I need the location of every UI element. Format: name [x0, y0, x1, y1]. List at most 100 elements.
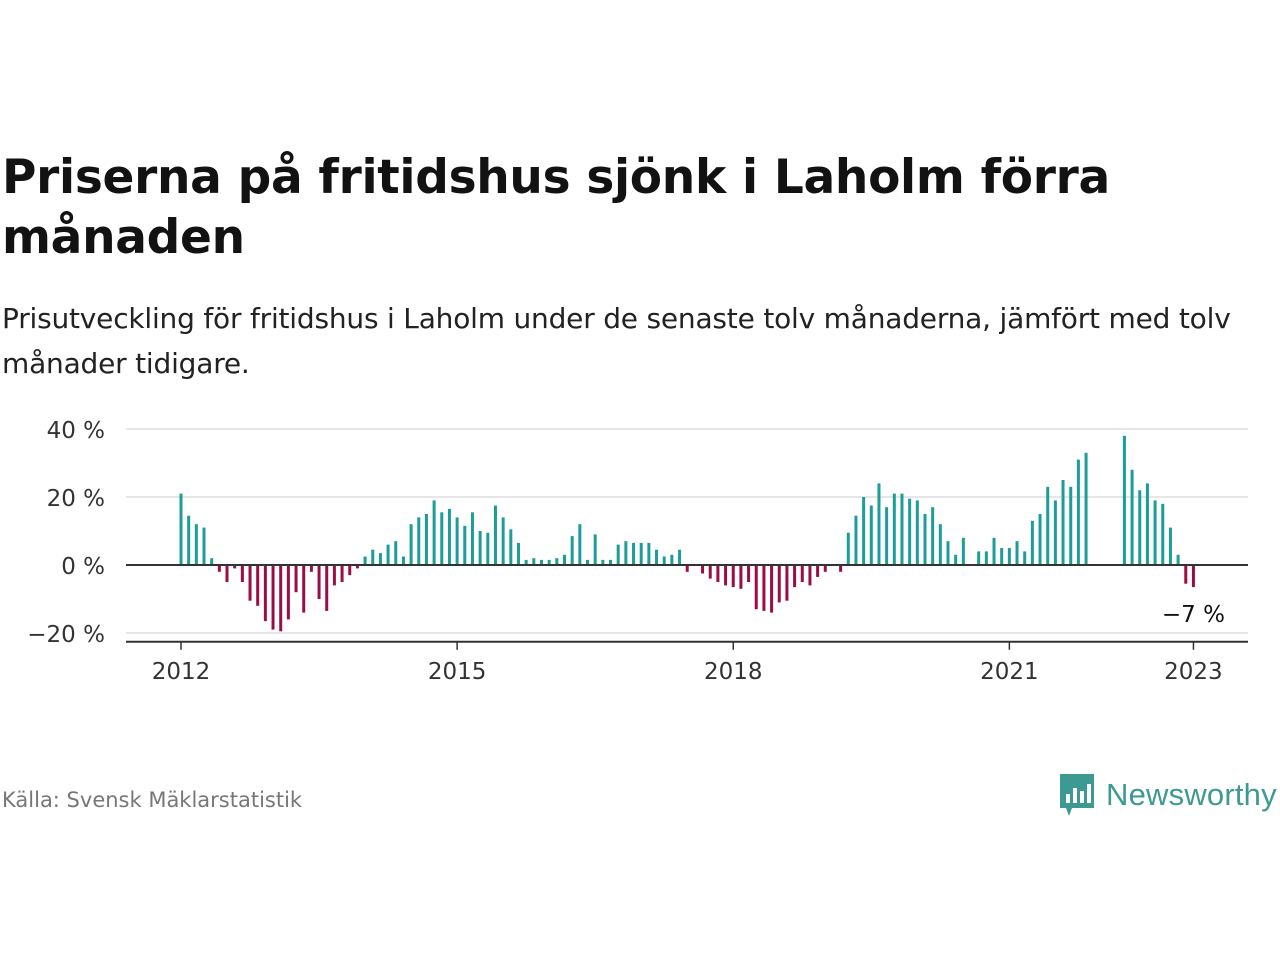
- source-note: Källa: Svensk Mäklarstatistik: [2, 788, 303, 812]
- bar: [685, 565, 689, 572]
- bar: [923, 514, 927, 565]
- bar: [401, 556, 405, 565]
- bar: [747, 565, 751, 582]
- bar: [647, 542, 651, 565]
- bar: [854, 515, 858, 565]
- bar: [846, 532, 850, 565]
- bar: [532, 558, 536, 565]
- last-value-label: −7 %: [1162, 602, 1225, 628]
- bar: [286, 565, 290, 620]
- bar: [931, 507, 935, 565]
- bar: [586, 559, 590, 565]
- bar: [977, 551, 981, 565]
- bar: [1076, 459, 1080, 565]
- bar: [486, 532, 490, 565]
- axis-labels: 40 % 20 % 0 % −20 % 2012 2015 2018 2021 2023 −7 %: [27, 418, 1225, 685]
- bar: [1053, 500, 1057, 565]
- bar: [578, 524, 582, 565]
- bar: [233, 565, 237, 569]
- bar: [992, 537, 996, 565]
- x-tick-label: 2021: [980, 659, 1039, 685]
- chart-title: Priserna på fritidshus sjönk i Laholm fö…: [2, 150, 1110, 265]
- bar: [371, 549, 375, 565]
- bar: [885, 507, 889, 565]
- bar: [839, 565, 843, 572]
- bar: [271, 565, 275, 630]
- bar: [1145, 483, 1149, 565]
- bar: [547, 559, 551, 565]
- bar: [601, 559, 605, 565]
- bar: [808, 565, 812, 586]
- bar: [1007, 548, 1011, 565]
- bar: [1138, 490, 1142, 565]
- bar: [777, 565, 781, 603]
- bar: [1046, 486, 1050, 565]
- bar: [1061, 480, 1065, 565]
- bar: [624, 541, 628, 565]
- bar: [348, 565, 352, 576]
- bar: [509, 529, 513, 565]
- bar: [493, 505, 497, 565]
- bar: [516, 542, 520, 565]
- axes: [126, 564, 1248, 650]
- bar: [1084, 452, 1088, 565]
- bar: [609, 559, 613, 565]
- bar: [1069, 486, 1073, 565]
- y-tick-label: 40 %: [47, 418, 105, 444]
- bar: [915, 500, 919, 565]
- bar: [655, 549, 659, 565]
- bar: [954, 554, 958, 565]
- newsworthy-logo: Newsworthy: [1058, 772, 1277, 818]
- bar: [355, 565, 359, 569]
- bar: [938, 524, 942, 565]
- bar: [225, 565, 229, 582]
- gridlines: [126, 428, 1248, 634]
- bar: [570, 536, 574, 565]
- bar: [862, 497, 866, 565]
- x-tick-label: 2018: [704, 659, 763, 685]
- bar: [762, 565, 766, 611]
- bar: [1023, 551, 1027, 565]
- bar: [447, 508, 451, 565]
- bar: [563, 554, 566, 565]
- bar-chart: 40 % 20 % 0 % −20 % 2012 2015 2018 2021 2023 −7 %: [27, 418, 1248, 685]
- bar: [739, 565, 743, 589]
- bar: [409, 524, 413, 565]
- bar: [394, 541, 398, 565]
- bar: [194, 524, 198, 565]
- x-tick-label: 2023: [1164, 659, 1223, 685]
- bar: [908, 498, 912, 565]
- bar: [263, 565, 267, 622]
- bar: [816, 565, 820, 577]
- bar: [1000, 548, 1004, 565]
- bar: [632, 542, 636, 565]
- bar: [187, 515, 191, 565]
- bar: [317, 565, 321, 599]
- bar: [256, 565, 260, 606]
- bar: [716, 565, 720, 582]
- bar: [724, 565, 728, 586]
- bar: [417, 517, 421, 565]
- bar: [593, 534, 597, 565]
- bar: [823, 565, 827, 572]
- bar: [770, 565, 774, 613]
- bar: [378, 553, 382, 565]
- bar: [1153, 500, 1157, 565]
- bar: [501, 517, 505, 565]
- bar: [961, 537, 965, 565]
- bar: [279, 565, 283, 632]
- bar: [754, 565, 758, 610]
- bar: [1030, 520, 1034, 565]
- bar: [984, 551, 988, 565]
- y-tick-label: 0 %: [61, 554, 105, 580]
- bar: [555, 558, 559, 565]
- bar: [616, 544, 620, 565]
- x-tick-label: 2012: [152, 659, 211, 685]
- bar: [424, 514, 428, 565]
- bar: [639, 542, 643, 565]
- bar: [793, 565, 797, 588]
- bar: [455, 517, 459, 565]
- bar: [340, 565, 344, 582]
- bar: [363, 556, 367, 565]
- bar: [478, 531, 482, 565]
